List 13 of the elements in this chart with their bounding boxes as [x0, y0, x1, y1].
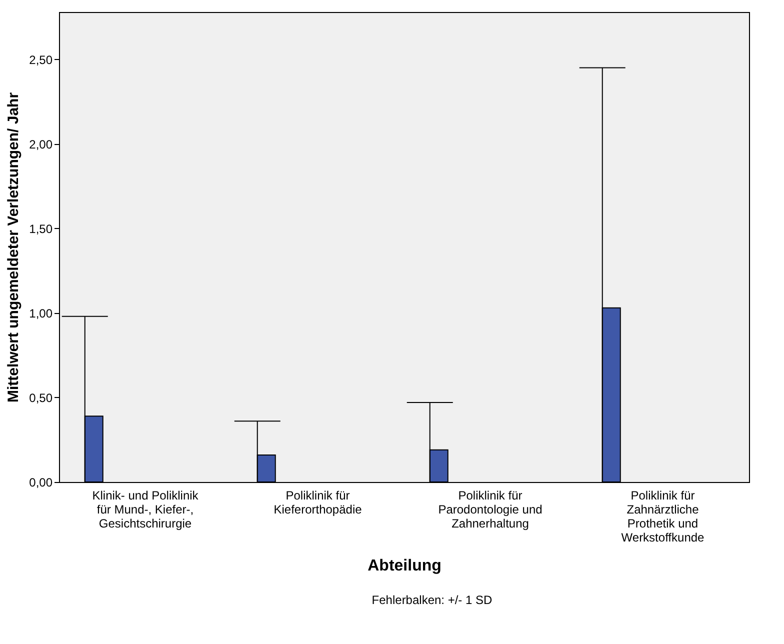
x-tick-label: Poliklinik für Zahnärztliche Prothetik und Werkstoffkunde — [621, 488, 705, 544]
y-axis-title: Mittelwert ungemeldeter Verletzungen/ Jahr — [5, 92, 22, 403]
x-tick-label: Klinik- und Poliklinik für Mund-, Kiefer-, Gesichtschirurgie — [92, 488, 200, 530]
x-axis-title: Abteilung — [368, 558, 442, 574]
y-tick-label: 1,50 — [29, 222, 53, 236]
x-tick-label: Poliklinik für Kieferorthopädie — [274, 488, 362, 516]
y-tick-label: 2,50 — [29, 52, 53, 67]
y-tick-label: 2,00 — [29, 137, 53, 152]
y-tick-label: 0,00 — [29, 476, 53, 490]
y-tick-label: 0,50 — [29, 390, 53, 405]
text: Fehlerbalken: +/- 1 SD — [370, 593, 494, 607]
y-tick-label: 1,00 — [29, 306, 53, 320]
x-tick-label: Poliklinik für Parodontologie und Zahnerhaltung — [438, 488, 542, 530]
